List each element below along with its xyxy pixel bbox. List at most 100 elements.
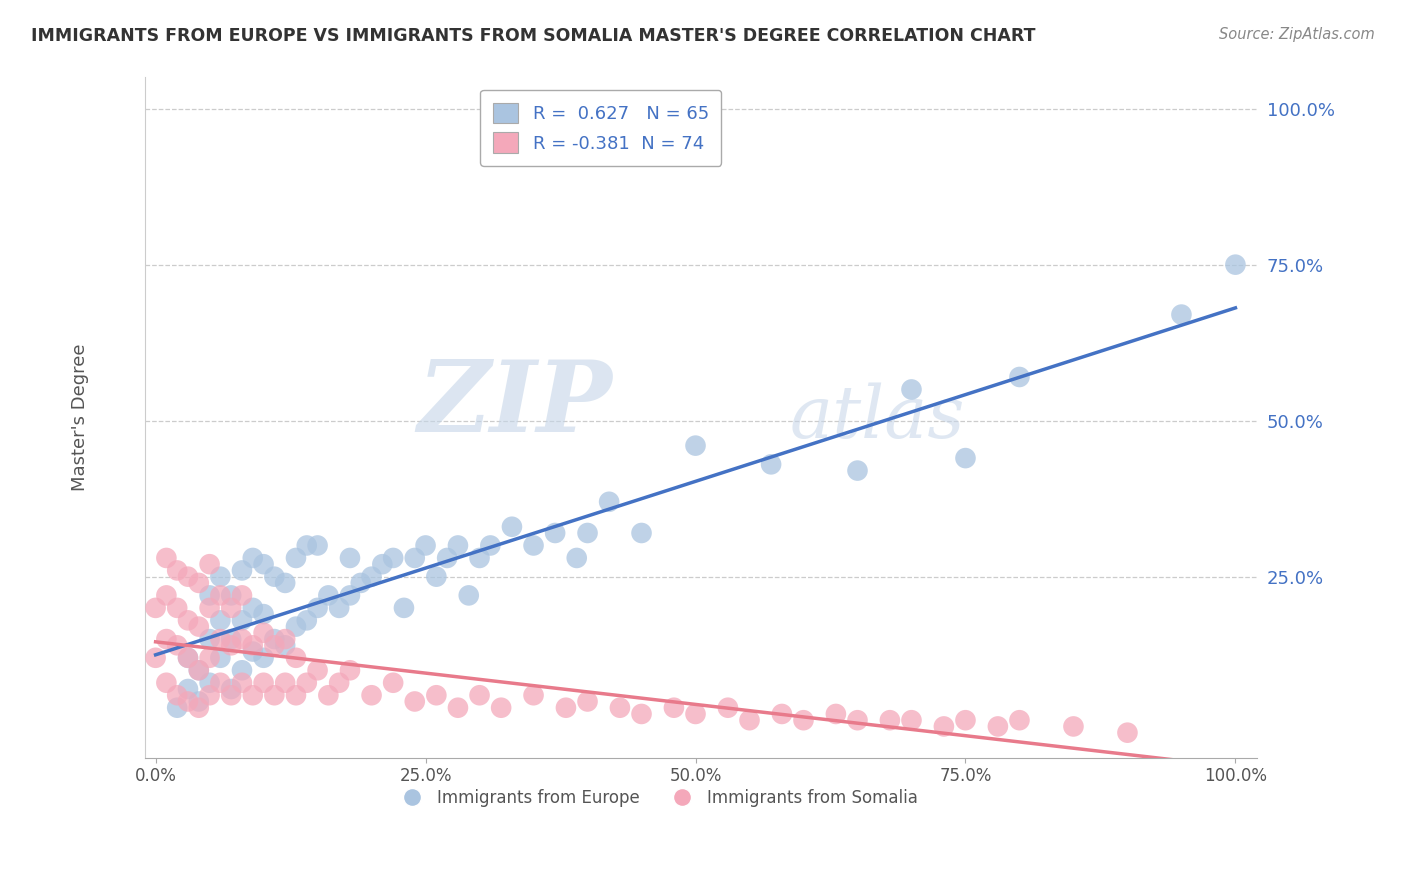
Point [231,588,253,602]
Point [198,650,221,665]
Point [468,688,491,702]
Point [198,558,221,572]
Point [350,575,373,590]
Point [285,619,308,633]
Point [155,675,177,690]
Point [166,688,188,702]
Text: IMMIGRANTS FROM EUROPE VS IMMIGRANTS FROM SOMALIA MASTER'S DEGREE CORRELATION CH: IMMIGRANTS FROM EUROPE VS IMMIGRANTS FRO… [31,27,1035,45]
Point [759,458,782,472]
Point [285,688,308,702]
Point [685,706,707,721]
Point [187,694,209,708]
Point [328,675,350,690]
Point [662,700,685,714]
Point [792,713,814,727]
Point [263,569,285,583]
Point [522,539,544,553]
Point [198,588,221,602]
Point [1008,370,1031,384]
Point [392,600,415,615]
Point [447,539,470,553]
Point [339,551,361,566]
Point [339,663,361,677]
Point [274,638,297,652]
Text: Source: ZipAtlas.com: Source: ZipAtlas.com [1219,27,1375,42]
Point [198,675,221,690]
Point [738,713,761,727]
Point [555,700,578,714]
Point [404,551,426,566]
Point [900,383,922,397]
Point [252,650,274,665]
Point [415,539,437,553]
Point [598,495,620,509]
Point [382,675,405,690]
Point [468,551,491,566]
Point [209,650,232,665]
Point [177,694,200,708]
Point [242,638,264,652]
Point [425,569,447,583]
Point [404,694,426,708]
Point [576,694,599,708]
Point [1008,713,1031,727]
Point [219,688,242,702]
Point [630,526,652,541]
Point [576,526,599,541]
Point [177,681,200,696]
Point [231,663,253,677]
Point [685,439,707,453]
Point [177,613,200,627]
Point [717,700,740,714]
Point [285,650,308,665]
Point [544,526,567,541]
Text: ZIP: ZIP [418,356,612,452]
Point [339,588,361,602]
Point [360,688,382,702]
Y-axis label: Master's Degree: Master's Degree [72,343,89,491]
Point [187,575,209,590]
Point [501,520,523,534]
Point [198,600,221,615]
Point [274,675,297,690]
Point [187,700,209,714]
Point [252,607,274,621]
Point [382,551,405,566]
Point [371,558,394,572]
Point [242,644,264,658]
Point [447,700,470,714]
Point [166,600,188,615]
Point [177,569,200,583]
Legend: Immigrants from Europe, Immigrants from Somalia: Immigrants from Europe, Immigrants from … [389,782,924,814]
Point [252,625,274,640]
Point [198,688,221,702]
Point [900,713,922,727]
Point [285,551,308,566]
Point [295,613,318,627]
Point [328,600,350,615]
Point [187,663,209,677]
Point [318,688,340,702]
Point [145,600,167,615]
Point [209,613,232,627]
Point [307,600,329,615]
Point [231,613,253,627]
Point [263,638,285,652]
Point [145,650,167,665]
Point [360,569,382,583]
Text: atlas: atlas [790,383,966,453]
Point [231,675,253,690]
Point [242,600,264,615]
Point [274,632,297,646]
Point [955,451,977,466]
Point [209,632,232,646]
Point [209,569,232,583]
Point [436,551,458,566]
Point [565,551,588,566]
Point [879,713,901,727]
Point [219,632,242,646]
Point [155,632,177,646]
Point [166,700,188,714]
Point [609,700,631,714]
Point [1062,719,1084,733]
